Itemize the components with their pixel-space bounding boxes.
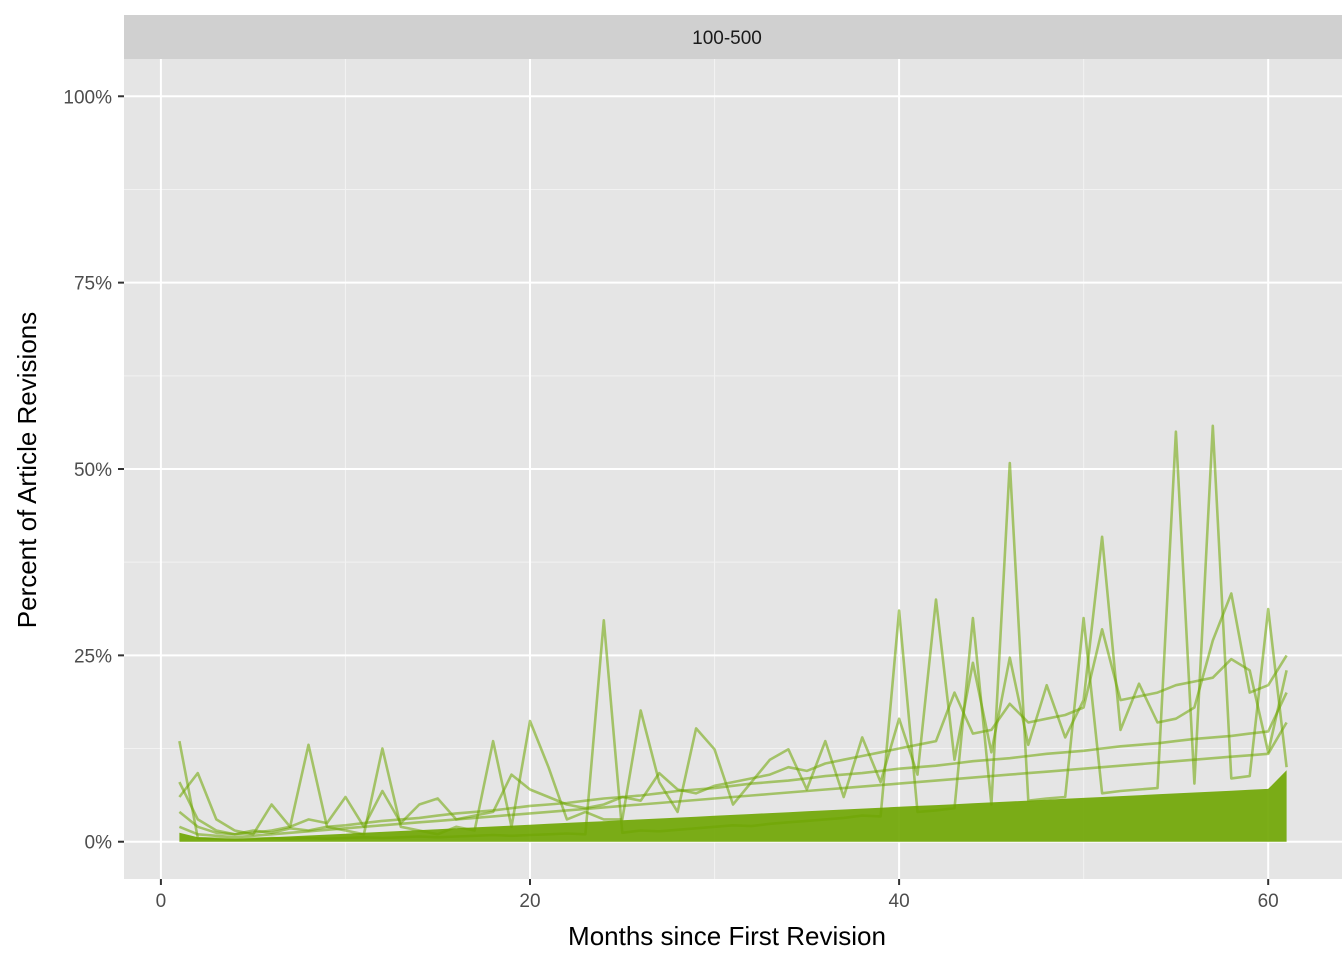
strip-background <box>124 15 1342 59</box>
dense-series-band <box>179 770 1287 842</box>
y-axis: 0% 25% 50% 75% 100% <box>63 87 124 854</box>
x-tick-label: 0 <box>156 891 167 912</box>
y-tick-label: 100% <box>63 87 112 108</box>
y-tick-label: 25% <box>74 646 112 667</box>
series-line-4 <box>178 692 1288 836</box>
facet-strip-label: 100-500 <box>692 28 762 49</box>
series-layer <box>178 424 1288 842</box>
grid-major <box>124 59 1342 879</box>
y-tick-label: 50% <box>74 460 112 481</box>
x-axis-title: Months since First Revision <box>568 921 886 951</box>
x-tick-label: 40 <box>889 891 910 912</box>
y-axis-title: Percent of Article Revisions <box>12 312 42 628</box>
x-axis: 0 20 40 60 <box>156 879 1279 912</box>
x-tick-label: 60 <box>1258 891 1279 912</box>
x-tick-label: 20 <box>519 891 540 912</box>
y-tick-label: 0% <box>85 833 113 854</box>
y-tick-label: 75% <box>74 274 112 295</box>
series-line-5 <box>178 721 1288 839</box>
